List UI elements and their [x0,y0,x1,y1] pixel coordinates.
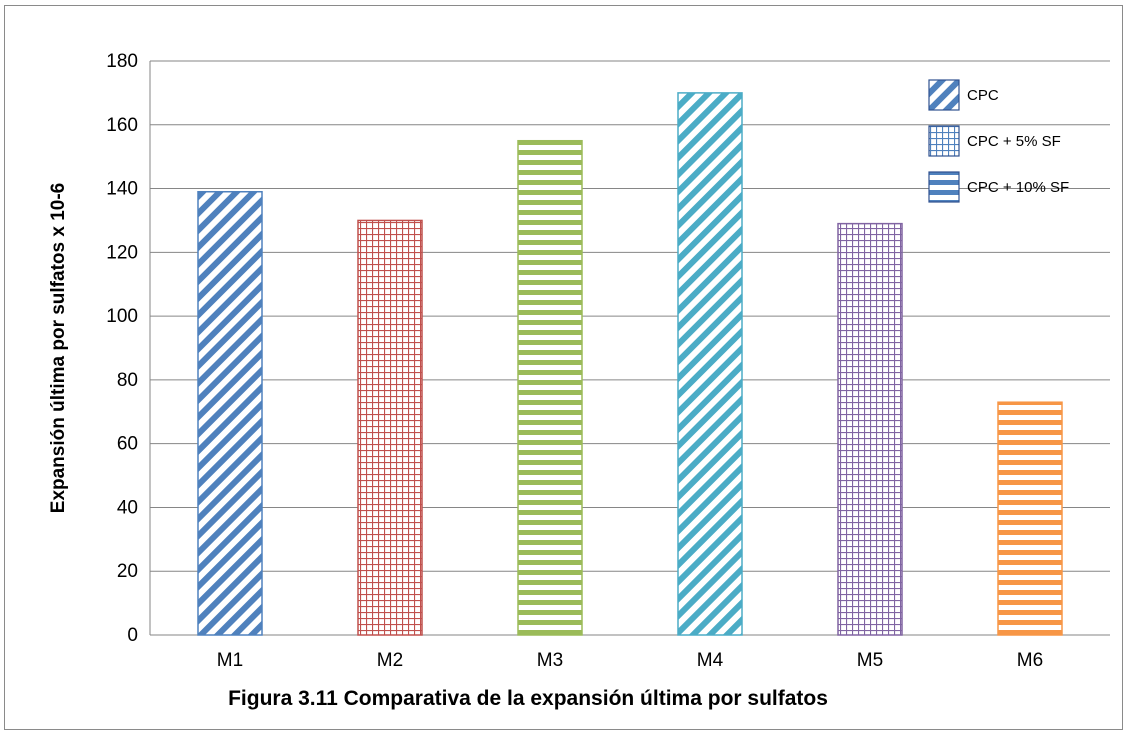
x-tick-label: M1 [217,650,243,671]
x-tick-label: M5 [857,650,883,671]
legend-swatch [928,171,960,203]
bar-m4 [677,92,743,636]
bar-m2 [357,219,423,636]
y-tick-label: 80 [117,370,138,391]
legend-label: CPC [967,87,999,104]
y-tick-label: 0 [127,625,138,646]
legend: CPC CPC + 5% SF CPC + 10% SF [928,79,1069,203]
y-tick-label: 100 [106,306,138,327]
x-tick-label: M4 [697,650,724,671]
y-tick-label: 40 [117,497,138,518]
bar-m6 [997,401,1063,636]
y-tick-label: 20 [117,561,138,582]
y-tick-label: 60 [117,434,138,455]
x-tick-label: M6 [1017,650,1043,671]
y-axis-title: Expansión última por sulfatos x 10-6 [48,183,69,513]
figure-caption: Figura 3.11 Comparativa de la expansión … [228,687,828,710]
y-tick-label: 180 [106,51,138,72]
y-tick-label: 120 [106,242,138,263]
bar-m1 [197,190,263,636]
legend-label: CPC + 10% SF [967,179,1069,196]
x-tick-labels: M1 M2 M3 M4 M5 M6 [217,650,1043,671]
bars [197,92,1063,636]
legend-swatch [928,79,960,111]
y-tick-label: 140 [106,179,138,200]
bar-m3 [517,139,583,636]
legend-swatch [928,125,960,157]
x-tick-label: M3 [537,650,563,671]
y-tick-label: 160 [106,115,138,136]
bar-m5 [837,222,903,636]
legend-label: CPC + 5% SF [967,133,1061,150]
x-tick-label: M2 [377,650,403,671]
gridlines [149,60,1110,636]
y-tick-labels: 0 20 40 60 80 100 120 140 160 180 [106,51,138,646]
